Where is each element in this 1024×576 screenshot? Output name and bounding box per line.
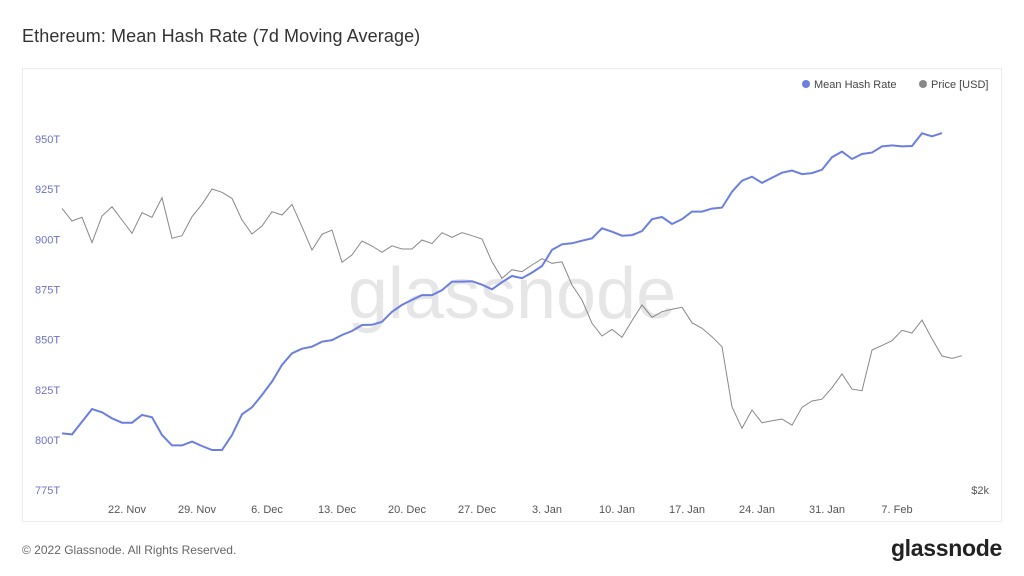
- y-tick-label: 775T: [35, 485, 60, 497]
- legend-hash-label: Mean Hash Rate: [814, 79, 897, 91]
- x-tick-label: 22. Nov: [108, 504, 146, 516]
- chart-frame: [22, 68, 1002, 522]
- glassnode-logo: glassnode: [890, 535, 1002, 561]
- legend-price-label: Price [USD]: [931, 79, 988, 91]
- x-tick-label: 20. Dec: [388, 504, 426, 516]
- x-tick-label: 7. Feb: [881, 504, 912, 516]
- hash-rate-line: [61, 132, 943, 451]
- watermark: glassnode: [348, 254, 676, 334]
- price-line: [61, 188, 963, 430]
- y-tick-label: 925T: [35, 184, 60, 196]
- legend-hash-marker: [802, 80, 810, 88]
- y-tick-label: 800T: [35, 435, 60, 447]
- y-tick-label: 875T: [35, 284, 60, 296]
- x-tick-label: 13. Dec: [318, 504, 356, 516]
- x-tick-label: 3. Jan: [532, 504, 562, 516]
- legend-price-marker: [919, 80, 927, 88]
- x-tick-label: 6. Dec: [251, 504, 283, 516]
- y-tick-label: 900T: [35, 234, 60, 246]
- y-tick-label: 950T: [35, 134, 60, 146]
- x-tick-label: 24. Jan: [739, 504, 775, 516]
- copyright: © 2022 Glassnode. All Rights Reserved.: [22, 543, 237, 557]
- y-tick-label: 825T: [35, 385, 60, 397]
- y-tick-label: 850T: [35, 335, 60, 347]
- y-right-tick-label: $2k: [971, 485, 989, 497]
- x-tick-label: 27. Dec: [458, 504, 496, 516]
- x-tick-label: 31. Jan: [809, 504, 845, 516]
- x-tick-label: 29. Nov: [178, 504, 216, 516]
- chart-title: Ethereum: Mean Hash Rate (7d Moving Aver…: [22, 26, 421, 46]
- x-tick-label: 10. Jan: [599, 504, 635, 516]
- x-tick-label: 17. Jan: [669, 504, 705, 516]
